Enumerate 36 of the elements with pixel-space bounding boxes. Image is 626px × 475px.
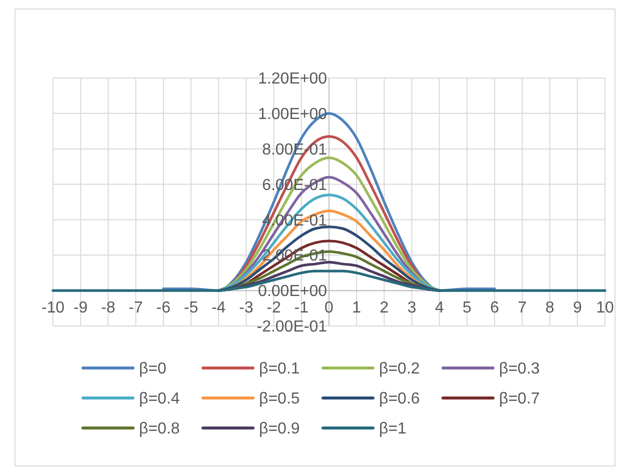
legend-label: β=1 <box>379 420 407 438</box>
x-tick-label: -7 <box>128 300 144 317</box>
x-tick-label: -10 <box>41 300 65 317</box>
legend-label: β=0.3 <box>499 360 540 378</box>
legend-label: β=0.1 <box>259 360 300 378</box>
x-tick-label: -2 <box>266 300 282 317</box>
legend-label: β=0.2 <box>379 360 420 378</box>
x-tick-label: -3 <box>239 300 254 317</box>
x-tick-label: 3 <box>407 300 416 317</box>
y-tick-label: 1.20E+00 <box>258 70 328 88</box>
x-tick-label: 0 <box>324 300 334 317</box>
legend-label: β=0.5 <box>259 390 300 408</box>
x-tick-label: -8 <box>101 300 116 317</box>
x-tick-label: 7 <box>518 300 527 317</box>
x-tick-label: -4 <box>211 300 226 317</box>
x-tick-label: -6 <box>156 300 171 317</box>
legend-label: β=0.7 <box>499 390 540 408</box>
legend-label: β=0.4 <box>139 390 180 408</box>
x-tick-label: 4 <box>434 300 444 317</box>
legend-label: β=0.6 <box>379 390 420 408</box>
x-tick-label: -5 <box>184 300 198 317</box>
legend-label: β=0.8 <box>139 420 180 438</box>
y-tick-label: -2.00E-01 <box>256 318 328 336</box>
x-tick-label: -9 <box>73 300 88 317</box>
x-tick-label: 2 <box>380 300 389 317</box>
y-tick-label: 0.00E+00 <box>258 283 328 300</box>
x-tick-label: 5 <box>462 300 472 317</box>
x-tick-label: 6 <box>490 300 500 317</box>
legend-label: β=0 <box>139 360 167 378</box>
x-tick-label: 1 <box>352 300 362 317</box>
legend-label: β=0.9 <box>259 420 300 438</box>
x-tick-label: 8 <box>545 300 554 317</box>
y-tick-label: 1.00E+00 <box>258 106 328 124</box>
x-tick-label: 10 <box>596 300 614 317</box>
x-tick-label: 9 <box>572 300 582 317</box>
x-tick-label: -1 <box>294 300 309 317</box>
